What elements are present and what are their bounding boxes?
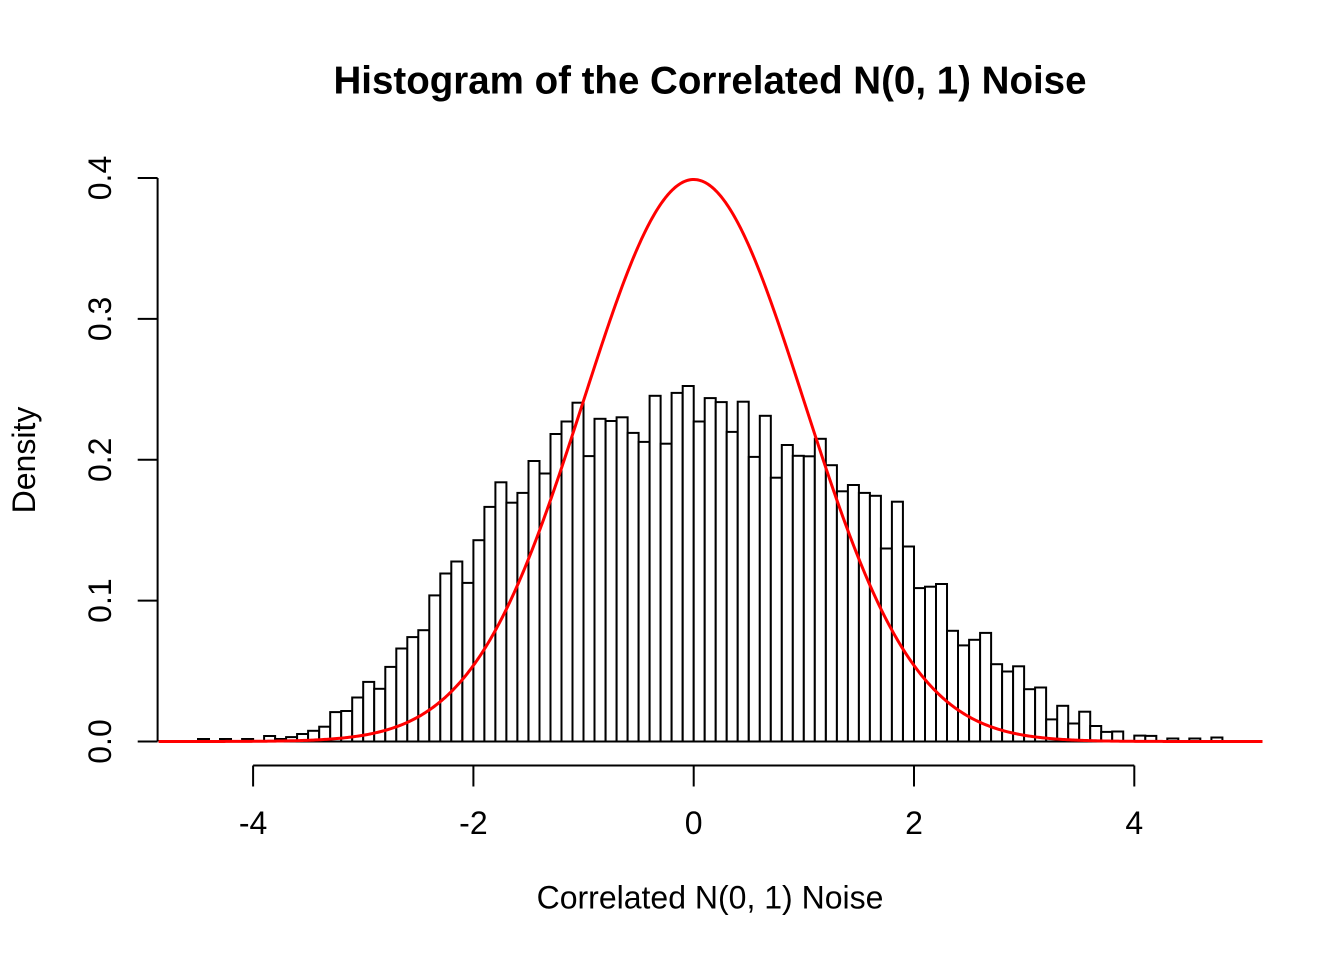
svg-text:-4: -4 xyxy=(239,805,267,841)
svg-text:0: 0 xyxy=(685,805,703,841)
svg-text:2: 2 xyxy=(905,805,923,841)
svg-text:Histogram of the Correlated N(: Histogram of the Correlated N(0, 1) Nois… xyxy=(333,60,1086,103)
svg-text:Correlated N(0, 1) Noise: Correlated N(0, 1) Noise xyxy=(537,880,884,916)
svg-text:Density: Density xyxy=(6,407,42,514)
svg-text:0.2: 0.2 xyxy=(82,438,118,482)
svg-text:0.4: 0.4 xyxy=(82,156,118,200)
svg-text:0.0: 0.0 xyxy=(82,719,118,763)
svg-text:4: 4 xyxy=(1125,805,1143,841)
svg-text:0.1: 0.1 xyxy=(82,578,118,622)
svg-text:0.3: 0.3 xyxy=(82,297,118,341)
svg-text:-2: -2 xyxy=(459,805,487,841)
